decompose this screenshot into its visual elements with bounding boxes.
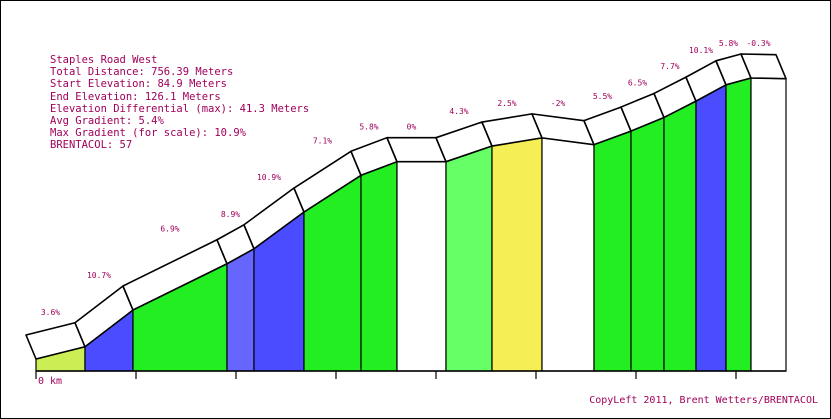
gradient-segment-11 [541,137,595,372]
start-elevation: Start Elevation: 84.9 Meters [50,78,228,91]
road-name: Staples Road West [50,54,158,66]
gradient-label-2: 10.7% [87,271,111,280]
route-info-panel: Staples Road West Total Distance: 756.39 … [50,54,309,152]
gradient-label-6: 7.1% [313,136,332,145]
elevation-differential: Elevation Differential (max): 41.3 Meter… [50,102,310,115]
gradient-label-17: -0.3% [746,39,770,48]
gradient-label-13: 6.5% [628,78,647,87]
gradient-label-9: 4.3% [449,107,468,116]
gradient-segment-13 [630,116,665,372]
gradient-segment-10 [491,137,543,372]
gradient-label-5: 10.9% [257,173,281,182]
gradient-segment-12 [593,130,632,372]
road-band-17 [740,53,787,80]
max-gradient: Max Gradient (for scale): 10.9% [50,127,246,140]
brentacol-score: BRENTACOL: 57 [50,139,133,152]
gradient-segment-8 [396,161,447,372]
gradient-segment-14 [663,100,697,372]
gradient-segment-16 [725,77,752,372]
avg-gradient: Avg Gradient: 5.4% [50,115,164,128]
gradient-label-12: 5.5% [593,92,612,101]
gradient-segment-7 [360,160,398,372]
axis-start-label: 0 km [38,376,62,387]
gradient-label-15: 10.1% [689,46,713,55]
total-distance: Total Distance: 756.39 Meters [50,66,234,79]
gradient-segment-9 [445,145,493,372]
gradient-segment-4 [226,247,255,372]
gradient-label-1: 3.6% [41,308,60,317]
gradient-label-8: 0% [407,123,417,132]
gradient-label-3: 6.9% [160,225,179,234]
gradient-segment-15 [695,83,727,372]
gradient-label-16: 5.8% [719,39,738,48]
copyright-credit: CopyLeft 2011, Brent Wetters/BRENTACOL [589,395,818,406]
gradient-label-11: -2% [551,99,566,108]
gradient-label-4: 8.9% [221,210,240,219]
gradient-label-14: 7.7% [660,62,679,71]
end-elevation: End Elevation: 126.1 Meters [50,90,221,103]
gradient-segment-17 [750,77,787,372]
gradient-label-7: 5.8% [359,123,378,132]
gradient-label-10: 2.5% [497,99,516,108]
